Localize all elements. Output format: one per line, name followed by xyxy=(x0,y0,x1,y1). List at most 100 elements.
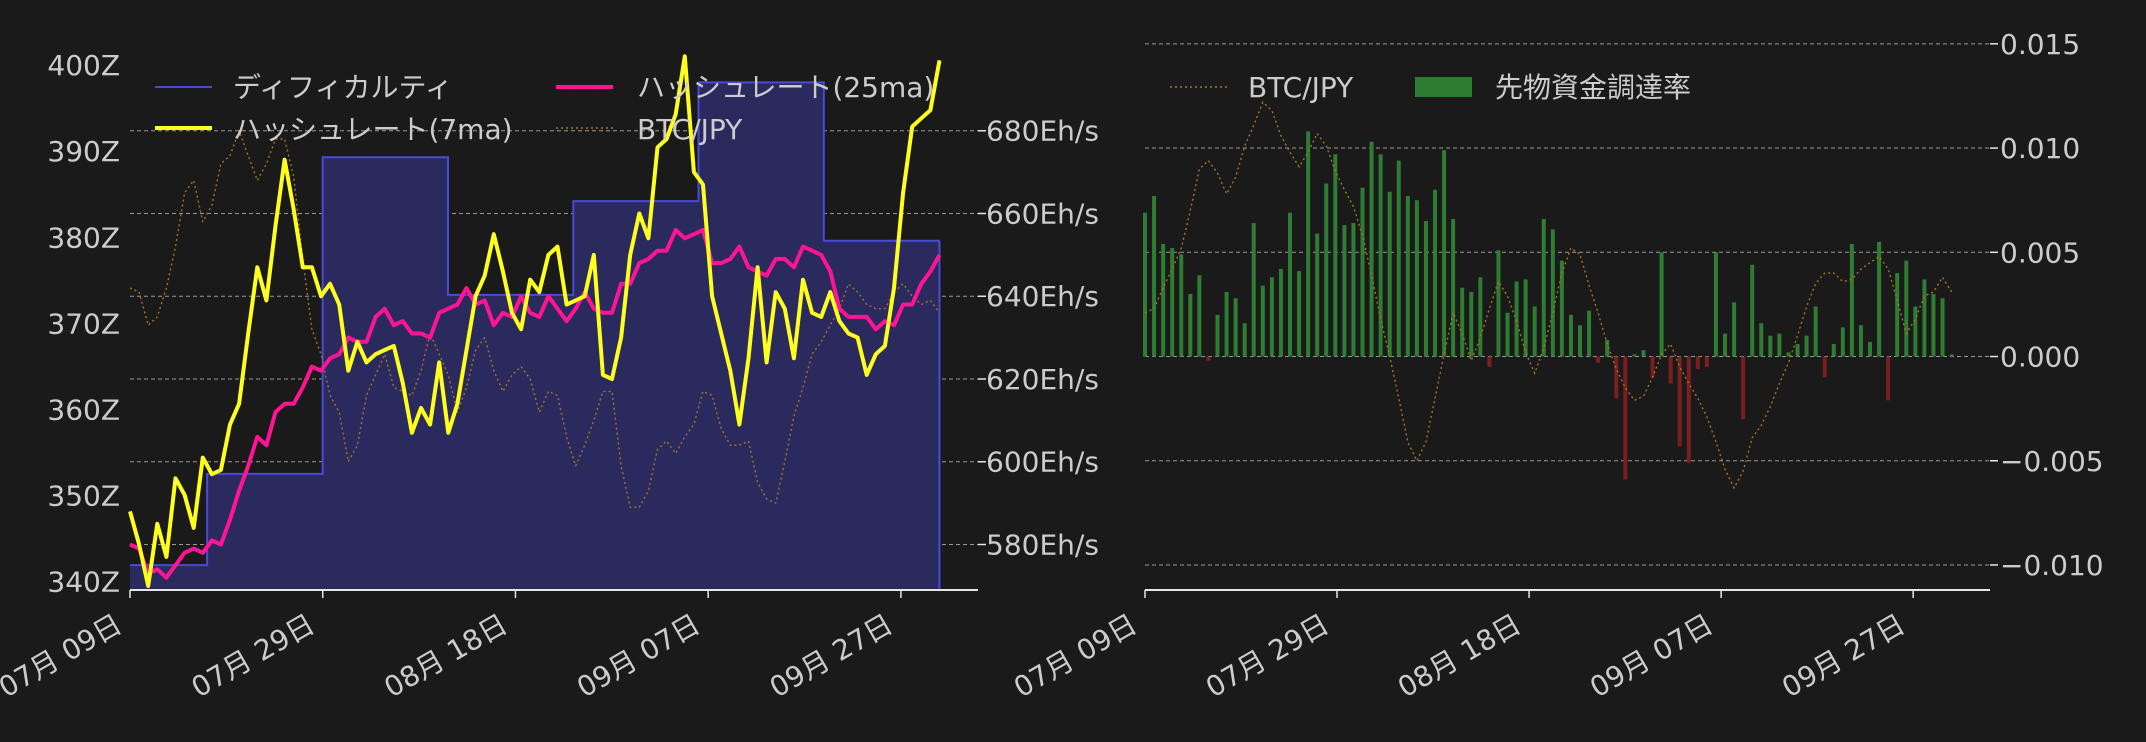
funding-rate-bar xyxy=(1378,154,1383,357)
funding-rate-bar xyxy=(1795,344,1800,357)
right-grid xyxy=(1145,43,1990,566)
funding-rate-bar xyxy=(1297,271,1302,357)
funding-rate-bar xyxy=(1768,335,1773,357)
funding-rate-bar xyxy=(1197,275,1202,357)
legend-label-difficulty: ディフィカルティ xyxy=(233,71,453,104)
funding-rate-bar xyxy=(1786,352,1791,357)
funding-rate-bar xyxy=(1233,298,1238,357)
y-right-tick-label: 0.000 xyxy=(2000,341,2080,374)
x-tick-label: 07月 09日 xyxy=(0,607,127,704)
btc-jpy-line-left xyxy=(129,129,941,508)
x-tick-label: 07月 29日 xyxy=(1200,607,1334,704)
funding-rate-bar xyxy=(1713,252,1718,357)
funding-rate-bar xyxy=(1179,254,1184,357)
funding-rate-bar xyxy=(1188,293,1193,357)
funding-rate-bar xyxy=(1895,273,1900,357)
funding-rate-bar xyxy=(1423,221,1428,357)
funding-rate-bar xyxy=(1260,285,1265,357)
funding-rate-bar xyxy=(1351,223,1356,357)
legend-label-hashrate-7ma: ハッシュレート(7ma) xyxy=(233,113,513,146)
legend-label-btc-jpy: BTC/JPY xyxy=(637,113,743,146)
funding-rate-bar xyxy=(1831,344,1836,357)
hashrate-7ma-line xyxy=(128,54,942,588)
funding-rate-bar xyxy=(1342,225,1347,357)
y-right-tick-label: 680Eh/s xyxy=(986,115,1099,148)
funding-rate-bar xyxy=(1559,260,1564,357)
btc-jpy-line-right xyxy=(1144,100,1953,490)
funding-rate-bar xyxy=(1451,218,1456,357)
funding-rate-bar xyxy=(1396,160,1401,357)
funding-rate-bar xyxy=(1143,212,1147,357)
funding-rate-bar xyxy=(1822,356,1827,378)
hashrate-25ma-line xyxy=(129,228,942,580)
y-left-tick-label: 350Z xyxy=(47,479,120,512)
funding-rate-bar xyxy=(1686,356,1691,463)
difficulty-area xyxy=(130,81,941,591)
funding-rate-bar xyxy=(1487,356,1492,367)
funding-rate-bar xyxy=(1152,196,1157,357)
y-right-tick-label: 0.010 xyxy=(2000,132,2080,165)
funding-rate-bar xyxy=(1940,298,1945,357)
hashrate-difficulty-chart: 580Eh/s 600Eh/s 620Eh/s 640Eh/s 660Eh/s 680Eh… xyxy=(0,49,1099,704)
x-tick-label: 08月 18日 xyxy=(379,607,513,704)
funding-rate-bar xyxy=(1623,356,1628,480)
funding-rate-bar xyxy=(1369,141,1374,357)
funding-rate-bar xyxy=(1469,291,1474,357)
funding-rate-bar xyxy=(1360,187,1365,357)
funding-rate-bar xyxy=(1433,189,1438,357)
funding-rate-bar xyxy=(1632,354,1637,357)
funding-rate-bar xyxy=(1777,333,1782,357)
difficulty-fill xyxy=(130,82,940,591)
x-tick-label: 09月 27日 xyxy=(764,607,898,704)
funding-rate-bar xyxy=(1324,183,1329,357)
funding-rate-bar xyxy=(1224,291,1229,357)
funding-rate-bar xyxy=(1550,229,1555,357)
y-left-tick-label: 360Z xyxy=(47,393,120,426)
funding-rate-bar xyxy=(1333,154,1338,357)
funding-rate-bar xyxy=(1478,277,1483,357)
funding-rate-bar xyxy=(1813,306,1818,357)
funding-rate-bar xyxy=(1405,196,1410,357)
funding-rate-bar xyxy=(1723,333,1728,357)
difficulty-line xyxy=(130,81,940,567)
funding-rate-bar xyxy=(1596,356,1601,363)
x-tick-label: 07月 29日 xyxy=(186,607,320,704)
funding-rate-chart: −0.010 −0.005 0.000 0.005 0.010 0.015 07月 09日 0… xyxy=(1008,28,2104,704)
funding-rate-bar xyxy=(1804,335,1809,357)
x-tick-label: 09月 27日 xyxy=(1776,607,1910,704)
funding-rate-bar xyxy=(1161,243,1166,357)
y-left-tick-label: 340Z xyxy=(47,565,120,598)
funding-rate-bar xyxy=(1587,310,1592,357)
funding-rate-bar xyxy=(1269,277,1274,357)
funding-rate-bar xyxy=(1949,354,1954,357)
funding-rate-bar xyxy=(1541,218,1546,357)
y-right-tick-label: 640Eh/s xyxy=(986,280,1099,313)
y-right-tick-label: 620Eh/s xyxy=(986,363,1099,396)
funding-rate-bars xyxy=(1143,131,1954,480)
funding-rate-bar xyxy=(1414,200,1419,357)
funding-rate-bar xyxy=(1741,356,1746,420)
funding-rate-bar xyxy=(1242,323,1247,357)
funding-rate-bar xyxy=(1750,264,1755,357)
funding-rate-bar xyxy=(1605,339,1610,357)
funding-rate-bar xyxy=(1695,356,1700,370)
funding-rate-bar xyxy=(1315,233,1320,357)
funding-rate-bar xyxy=(1659,252,1664,357)
legend-swatch-funding-rate xyxy=(1415,77,1472,97)
funding-rate-bar xyxy=(1514,281,1519,357)
funding-rate-bar xyxy=(1505,312,1510,357)
funding-rate-bar xyxy=(1387,191,1392,357)
y-left-tick-label: 370Z xyxy=(47,307,120,340)
y-right-tick-label: 0.015 xyxy=(2000,28,2080,61)
funding-rate-bar xyxy=(1913,306,1918,357)
hashrate-25ma-line xyxy=(129,228,942,580)
funding-rate-bar xyxy=(1288,212,1293,357)
x-tick-label: 09月 07日 xyxy=(1584,607,1718,704)
y-right-tick-label: 600Eh/s xyxy=(986,446,1099,479)
hashrate-7ma-line xyxy=(128,54,942,588)
funding-rate-bar xyxy=(1868,341,1873,357)
x-tick-label: 07月 09日 xyxy=(1008,607,1142,704)
btc-jpy-line xyxy=(129,129,941,508)
y-right-tick-label: 580Eh/s xyxy=(986,528,1099,561)
